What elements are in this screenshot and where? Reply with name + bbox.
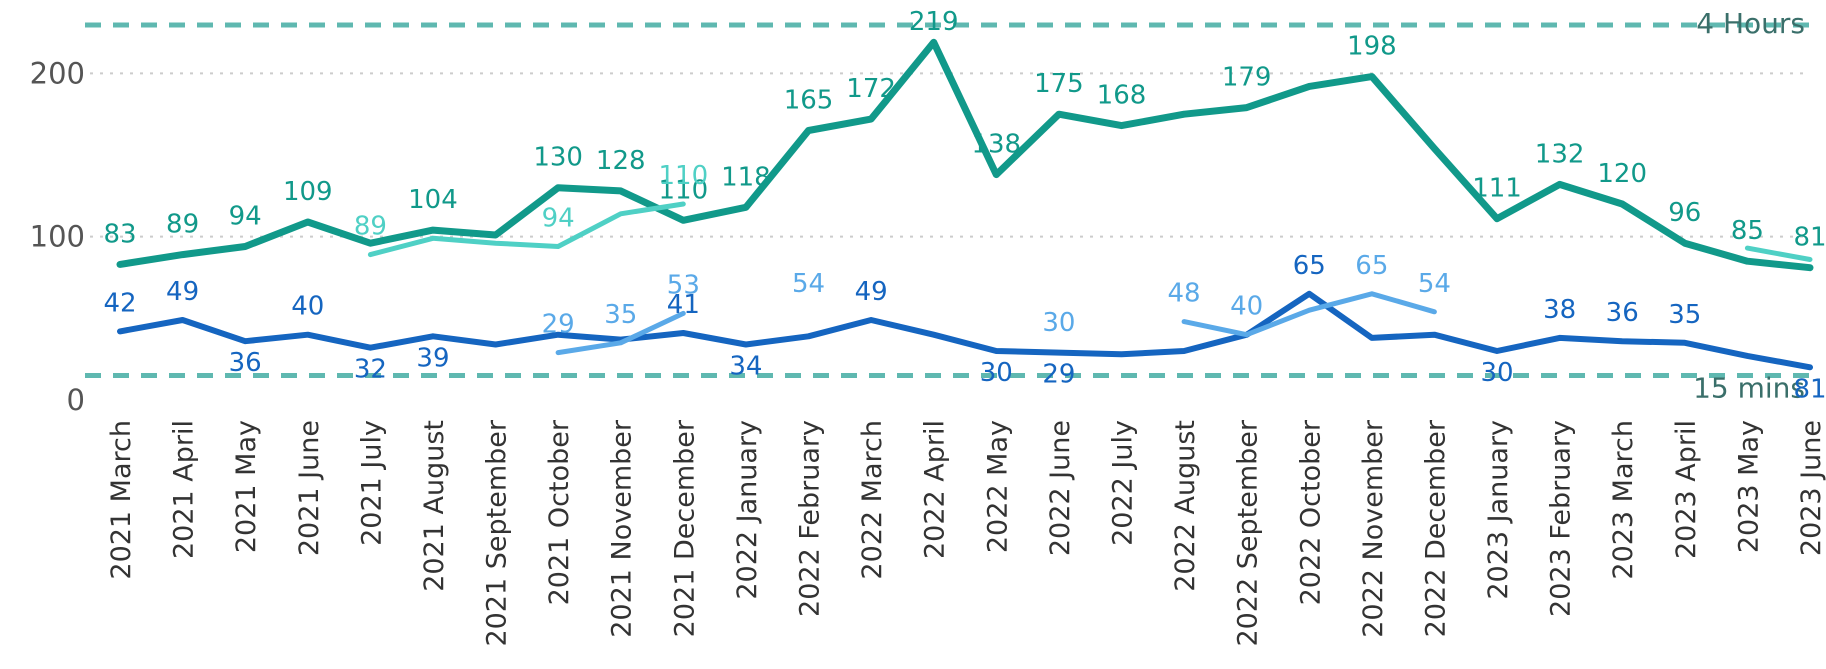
data-label: 94 bbox=[542, 203, 575, 233]
x-tick-label: 2022 November bbox=[1358, 419, 1389, 638]
data-label: 89 bbox=[166, 210, 199, 240]
data-label: 40 bbox=[1230, 292, 1263, 322]
x-tick-label: 2021 September bbox=[482, 419, 513, 646]
data-label: 168 bbox=[1097, 81, 1147, 111]
data-label: 42 bbox=[103, 288, 136, 318]
data-label: 165 bbox=[784, 86, 834, 116]
data-label: 81 bbox=[1793, 223, 1826, 253]
series-line-3 bbox=[117, 290, 1813, 371]
x-tick-label: 2023 April bbox=[1671, 420, 1702, 559]
data-label: 41 bbox=[667, 290, 700, 320]
data-label: 36 bbox=[229, 348, 262, 378]
data-label: 32 bbox=[354, 355, 387, 385]
y-tick-label: 200 bbox=[30, 56, 85, 90]
data-label: 89 bbox=[354, 212, 387, 242]
data-label: 30 bbox=[1480, 358, 1513, 388]
y-tick-label: 0 bbox=[67, 383, 85, 417]
data-label: 65 bbox=[1293, 251, 1326, 281]
x-tick-label: 2022 January bbox=[732, 420, 763, 600]
x-tick-label: 2021 August bbox=[419, 420, 450, 592]
data-label: 54 bbox=[1418, 269, 1451, 299]
x-tick-label: 2022 July bbox=[1107, 420, 1138, 546]
x-tick-label: 2021 December bbox=[669, 419, 700, 637]
data-label: 36 bbox=[1606, 298, 1639, 328]
data-label: 54 bbox=[792, 269, 825, 299]
x-tick-label: 2021 March bbox=[106, 420, 137, 580]
data-label: 39 bbox=[416, 343, 449, 373]
data-label: 38 bbox=[1543, 295, 1576, 325]
data-label: 109 bbox=[283, 177, 333, 207]
reference-lines: 4 Hours 15 mins bbox=[85, 7, 1810, 405]
data-label: 29 bbox=[542, 310, 575, 340]
x-tick-label: 2022 April bbox=[920, 420, 951, 559]
data-label: 110 bbox=[659, 175, 709, 205]
x-tick-label: 2022 May bbox=[982, 420, 1013, 553]
data-label: 35 bbox=[1668, 300, 1701, 330]
series-line-2 bbox=[367, 201, 1813, 262]
data-label: 198 bbox=[1347, 32, 1397, 62]
data-label: 49 bbox=[855, 277, 888, 307]
x-axis: 2021 March 2021 April 2021 May 2021 June 202… bbox=[106, 419, 1826, 646]
x-tick-label: 2022 February bbox=[795, 420, 826, 617]
x-tick-label: 2022 August bbox=[1170, 420, 1201, 592]
x-tick-label: 2023 May bbox=[1733, 420, 1764, 553]
data-label: 175 bbox=[1034, 69, 1084, 99]
series-lines bbox=[116, 38, 1814, 371]
data-label: 30 bbox=[980, 358, 1013, 388]
data-label: 179 bbox=[1222, 63, 1272, 93]
data-label: 49 bbox=[166, 277, 199, 307]
data-label: 110 bbox=[659, 161, 709, 191]
series-line-4 bbox=[555, 291, 1437, 356]
data-label: 96 bbox=[1668, 198, 1701, 228]
data-label: 81 bbox=[1793, 374, 1826, 404]
data-label: 85 bbox=[1731, 216, 1764, 246]
data-label: 48 bbox=[1168, 279, 1201, 309]
x-tick-label: 2022 June bbox=[1045, 420, 1076, 556]
data-label: 34 bbox=[729, 351, 762, 381]
data-label: 128 bbox=[596, 146, 646, 176]
data-label: 53 bbox=[667, 270, 700, 300]
x-tick-label: 2023 June bbox=[1796, 420, 1826, 556]
data-label: 35 bbox=[604, 300, 637, 330]
data-label: 120 bbox=[1597, 159, 1647, 189]
data-label: 138 bbox=[971, 130, 1021, 160]
data-label: 29 bbox=[1042, 360, 1075, 390]
data-label: 94 bbox=[229, 201, 262, 231]
x-tick-label: 2022 December bbox=[1420, 419, 1451, 637]
x-tick-label: 2021 November bbox=[607, 419, 638, 638]
series-line-1 bbox=[116, 38, 1814, 272]
data-label: 111 bbox=[1472, 174, 1522, 204]
y-axis: 0 100 200 bbox=[30, 56, 85, 417]
data-label: 118 bbox=[721, 162, 771, 192]
data-label: 130 bbox=[533, 143, 583, 173]
data-label: 65 bbox=[1355, 251, 1388, 281]
data-label: 30 bbox=[1042, 308, 1075, 338]
x-tick-label: 2023 March bbox=[1608, 420, 1639, 580]
data-label: 132 bbox=[1535, 139, 1585, 169]
x-tick-label: 2021 October bbox=[544, 419, 575, 605]
data-label: 83 bbox=[103, 219, 136, 249]
x-tick-label: 2023 February bbox=[1546, 420, 1577, 617]
x-tick-label: 2023 January bbox=[1483, 420, 1514, 600]
x-tick-label: 2021 May bbox=[231, 420, 262, 553]
x-tick-label: 2021 April bbox=[169, 420, 200, 559]
data-labels: 83 89 94 109 104 130 128 110 118 165 172 219 138 175 1… bbox=[103, 7, 1826, 404]
data-label: 219 bbox=[909, 7, 959, 37]
x-tick-label: 2021 June bbox=[294, 420, 325, 556]
reference-line-label: 15 mins bbox=[1693, 372, 1805, 405]
data-label: 40 bbox=[291, 292, 324, 322]
x-tick-label: 2021 July bbox=[356, 420, 387, 546]
data-label: 104 bbox=[408, 185, 458, 215]
data-label: 172 bbox=[846, 74, 896, 104]
x-tick-label: 2022 September bbox=[1233, 419, 1264, 646]
x-tick-label: 2022 March bbox=[857, 420, 888, 580]
x-tick-label: 2022 October bbox=[1295, 419, 1326, 605]
y-tick-label: 100 bbox=[30, 220, 85, 254]
reference-line-label: 4 Hours bbox=[1696, 7, 1805, 40]
